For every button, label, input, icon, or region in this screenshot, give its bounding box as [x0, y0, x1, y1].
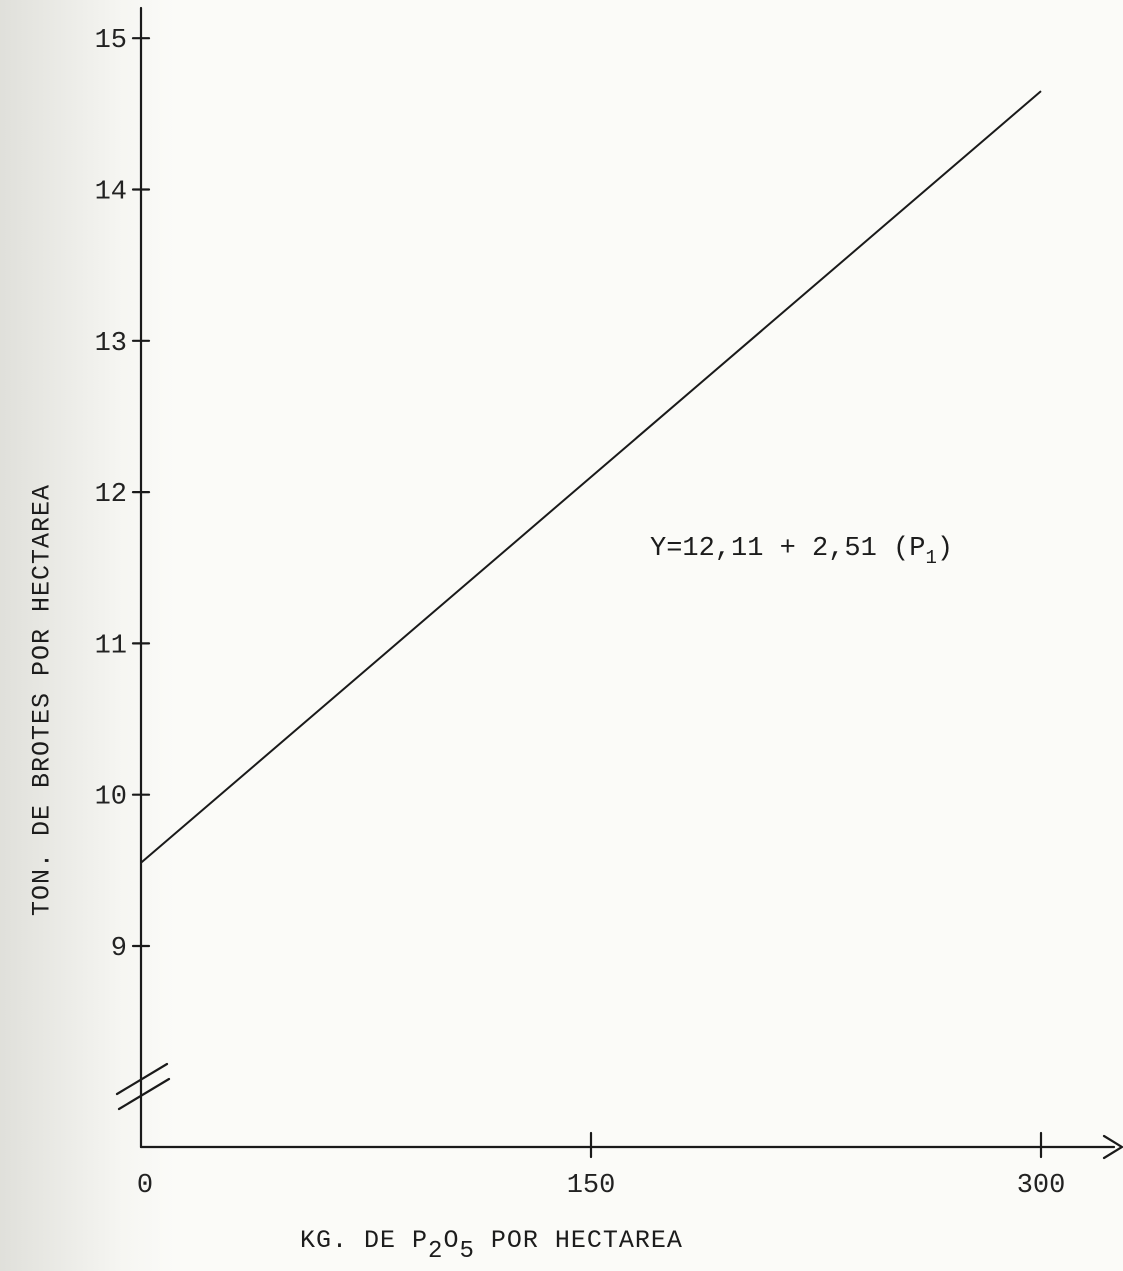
y-tick-label: 13 — [95, 329, 127, 359]
y-tick-label: 12 — [95, 480, 127, 510]
x-axis-title: KG. DE P2O5 POR HECTAREA — [300, 1226, 683, 1265]
axis-break-mark — [115, 1062, 169, 1096]
equation-text: ) — [936, 534, 954, 564]
regression-equation-annotation: Y=12,11 + 2,51 (P1) — [650, 534, 953, 569]
y-tick-label: 9 — [111, 934, 127, 964]
x-tick-label: 150 — [567, 1171, 616, 1201]
x-axis-title-part: POR HECTAREA — [474, 1226, 683, 1255]
y-tick-label: 10 — [95, 783, 127, 813]
x-tick-label: 300 — [1017, 1171, 1066, 1201]
x-axis-title-subscript: 5 — [459, 1238, 475, 1265]
regression-line — [140, 90, 1042, 864]
equation-text: Y=12,11 + 2,51 (P — [650, 534, 926, 564]
x-tick-label: 0 — [137, 1171, 153, 1201]
x-axis-arrow — [1102, 1134, 1123, 1160]
x-axis-title-part: O — [443, 1226, 460, 1255]
y-tick-label: 14 — [95, 178, 127, 208]
y-tick-label: 11 — [95, 631, 127, 661]
x-axis-title-part: KG. DE P — [300, 1226, 429, 1255]
y-tick-label: 15 — [95, 26, 127, 56]
y-axis-title: TON. DE BROTES POR HECTAREA — [27, 483, 57, 917]
equation-subscript: 1 — [925, 547, 937, 569]
axis-break-mark — [117, 1077, 171, 1111]
x-axis-title-subscript: 2 — [428, 1238, 444, 1265]
